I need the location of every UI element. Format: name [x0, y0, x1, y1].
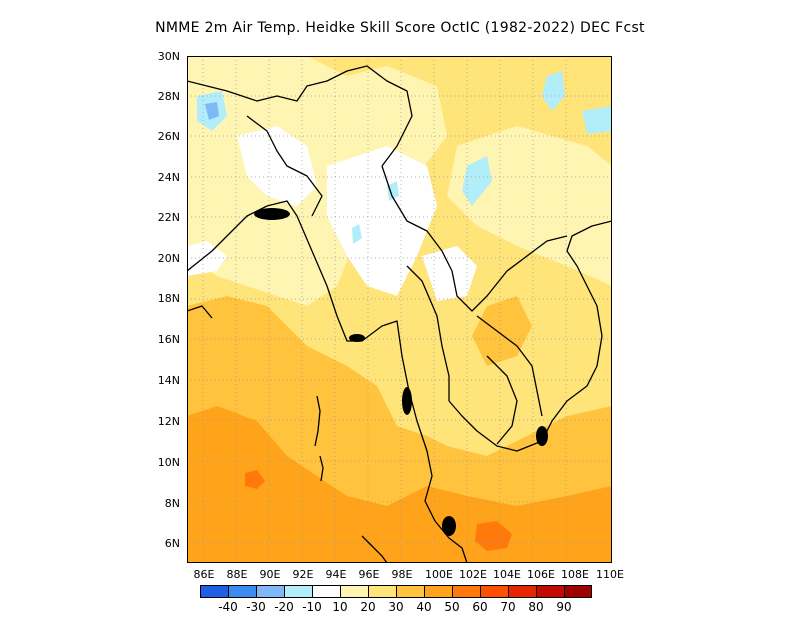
- white-region-west: [187, 241, 227, 276]
- red-orange-patch-west: [245, 470, 265, 489]
- lon-tick: 100E: [425, 568, 453, 581]
- negative-skill-patch: [462, 156, 492, 206]
- colorbar-swatch: [564, 585, 592, 598]
- colorbar-label: -30: [246, 600, 266, 614]
- colorbar-swatch: [200, 585, 228, 598]
- colorbar-swatch: [508, 585, 536, 598]
- lon-tick: 110E: [596, 568, 624, 581]
- lon-tick: 96E: [358, 568, 380, 581]
- lat-tick: 10N: [157, 456, 180, 469]
- colorbar-swatch: [340, 585, 368, 598]
- red-orange-patch: [475, 521, 512, 551]
- lon-tick: 106E: [527, 568, 555, 581]
- lat-tick: 14N: [157, 374, 180, 387]
- lat-tick: 26N: [157, 130, 180, 143]
- colorbar-swatch: [312, 585, 340, 598]
- colorbar-swatch: [424, 585, 452, 598]
- lat-tick: 8N: [164, 497, 180, 510]
- lon-tick: 92E: [292, 568, 314, 581]
- lon-tick: 94E: [325, 568, 347, 581]
- colorbar: [200, 585, 592, 598]
- graticule: [187, 56, 612, 563]
- colorbar-swatch: [452, 585, 480, 598]
- pale-yellow-north-region: [187, 56, 447, 306]
- colorbar-swatch: [480, 585, 508, 598]
- delta-coastline-detail: [254, 208, 548, 536]
- colorbar-swatch: [368, 585, 396, 598]
- colorbar-label: -40: [218, 600, 238, 614]
- white-region-north: [237, 126, 317, 206]
- lat-tick: 12N: [157, 415, 180, 428]
- colorbar-label: 70: [500, 600, 516, 614]
- lon-tick: 88E: [226, 568, 248, 581]
- colorbar-swatch: [396, 585, 424, 598]
- lat-tick: 16N: [157, 333, 180, 346]
- lat-tick: 22N: [157, 211, 180, 224]
- chart-title: NMME 2m Air Temp. Heidke Skill Score Oct…: [155, 20, 645, 36]
- colorbar-swatch: [256, 585, 284, 598]
- negative-skill-patch: [387, 181, 399, 201]
- lat-tick: 18N: [157, 292, 180, 305]
- skill-score-map: [187, 56, 612, 563]
- lat-tick: 20N: [157, 252, 180, 265]
- negative-skill-patch-strong: [205, 102, 219, 120]
- coastlines-and-borders: [187, 65, 612, 563]
- colorbar-label: 90: [556, 600, 572, 614]
- colorbar-label: 10: [332, 600, 348, 614]
- lat-tick: 28N: [157, 90, 180, 103]
- lon-tick: 86E: [193, 568, 215, 581]
- colorbar-swatch: [284, 585, 312, 598]
- colorbar-label: 40: [416, 600, 432, 614]
- colorbar-swatch: [536, 585, 564, 598]
- colorbar-label: 20: [360, 600, 376, 614]
- negative-skill-patch: [352, 224, 362, 244]
- colorbar-label: 80: [528, 600, 544, 614]
- white-region-east: [422, 246, 477, 301]
- colorbar-label: 50: [444, 600, 460, 614]
- colorbar-label: -20: [274, 600, 294, 614]
- colorbar-label: 30: [388, 600, 404, 614]
- white-region-central: [327, 146, 437, 296]
- map-border: [187, 56, 612, 563]
- lon-tick: 102E: [459, 568, 487, 581]
- lon-tick: 98E: [391, 568, 413, 581]
- lon-tick: 108E: [561, 568, 589, 581]
- negative-skill-patch: [582, 106, 612, 134]
- lat-tick: 30N: [157, 50, 180, 63]
- orange-patch-east: [472, 296, 532, 366]
- lon-tick: 90E: [259, 568, 281, 581]
- lon-tick: 104E: [493, 568, 521, 581]
- negative-skill-patch: [542, 71, 565, 111]
- colorbar-swatch: [228, 585, 256, 598]
- colorbar-label: -10: [302, 600, 322, 614]
- lat-tick: 24N: [157, 171, 180, 184]
- colorbar-label: 60: [472, 600, 488, 614]
- darker-orange-region: [187, 406, 612, 563]
- lat-tick: 6N: [164, 537, 180, 550]
